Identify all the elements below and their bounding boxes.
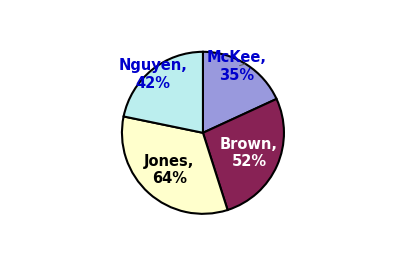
- Wedge shape: [203, 52, 276, 133]
- Text: McKee,
35%: McKee, 35%: [207, 50, 267, 83]
- Text: Nguyen,
42%: Nguyen, 42%: [118, 58, 187, 91]
- Wedge shape: [203, 99, 284, 210]
- Text: Jones,
64%: Jones, 64%: [144, 154, 194, 186]
- Wedge shape: [122, 117, 228, 214]
- Wedge shape: [124, 52, 203, 133]
- Text: Brown,
52%: Brown, 52%: [220, 137, 278, 169]
